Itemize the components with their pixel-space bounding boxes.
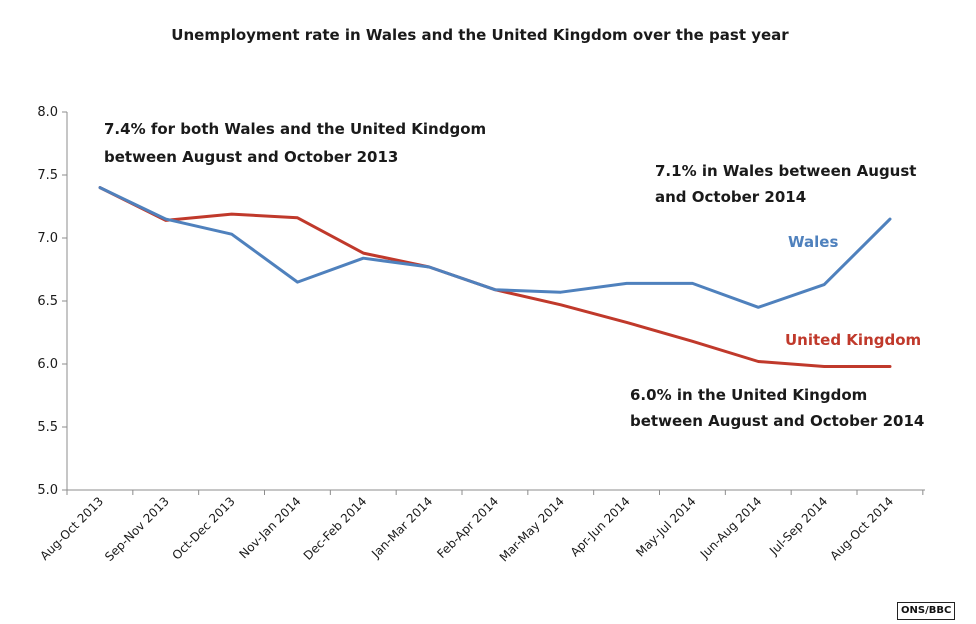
x-tick-label: Sep-Nov 2013 bbox=[102, 494, 172, 564]
x-tick-label: May-Jul 2014 bbox=[633, 494, 698, 559]
y-tick-label: 5.0 bbox=[37, 483, 58, 498]
y-tick-label: 7.5 bbox=[37, 168, 58, 183]
y-tick-label: 5.5 bbox=[37, 420, 58, 435]
series-label-wales: Wales bbox=[788, 233, 838, 251]
source-credit: ONS/BBC bbox=[897, 602, 956, 620]
chart-title: Unemployment rate in Wales and the Unite… bbox=[171, 26, 789, 44]
x-tick-label: Oct-Dec 2013 bbox=[169, 494, 237, 562]
y-tick-label: 6.5 bbox=[37, 294, 58, 309]
x-tick-label: Nov-Jan 2014 bbox=[236, 494, 303, 561]
x-tick-label: Feb-Apr 2014 bbox=[434, 494, 501, 561]
annotation-wales-line-2: and October 2014 bbox=[655, 188, 806, 206]
x-tick-label: Aug-Oct 2014 bbox=[827, 494, 896, 563]
annotation-start-line-1: 7.4% for both Wales and the United Kindg… bbox=[104, 120, 486, 138]
x-tick-label: Aug-Oct 2013 bbox=[37, 494, 106, 563]
series-label-united-kingdom: United Kingdom bbox=[785, 331, 921, 349]
x-tick-label: Jul-Sep 2014 bbox=[766, 494, 830, 558]
x-tick-label: Dec-Feb 2014 bbox=[301, 494, 370, 563]
x-tick-label: Jan-Mar 2014 bbox=[368, 494, 435, 561]
x-tick-label: Jun-Aug 2014 bbox=[697, 494, 765, 562]
annotation-start-line-2: between August and October 2013 bbox=[104, 148, 398, 166]
x-tick-label: Mar-May 2014 bbox=[497, 494, 567, 564]
series-line-united-kingdom bbox=[98, 186, 892, 368]
x-tick-label: Apr-Jun 2014 bbox=[568, 494, 633, 559]
y-tick-label: 6.0 bbox=[37, 357, 58, 372]
y-tick-label: 8.0 bbox=[37, 105, 58, 120]
annotation-uk-line-2: between August and October 2014 bbox=[630, 412, 924, 430]
y-tick-label: 7.0 bbox=[37, 231, 58, 246]
annotation-wales-line-1: 7.1% in Wales between August bbox=[655, 162, 916, 180]
annotation-uk-line-1: 6.0% in the United Kingdom bbox=[630, 386, 867, 404]
